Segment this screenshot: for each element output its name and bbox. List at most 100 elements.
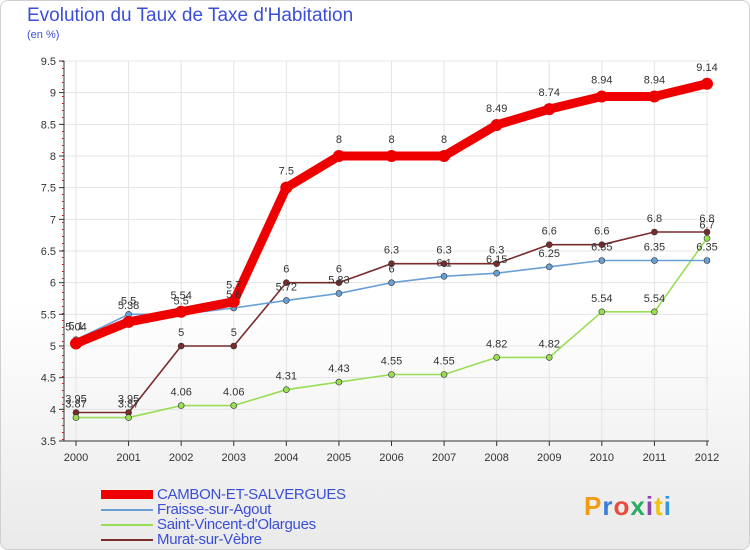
data-point [72,414,80,421]
data-label: 5.72 [276,281,297,293]
data-label: 6.3 [436,245,451,257]
data-label: 5.7 [226,280,241,292]
data-label: 5.5 [121,295,136,307]
data-label: 4.82 [539,338,560,350]
data-point [545,354,553,361]
data-label: 8.74 [539,87,560,99]
data-point [493,354,500,361]
data-label: 6.35 [591,242,612,254]
x-tick-label: 2010 [590,452,614,464]
data-label: 4.06 [170,387,191,399]
data-point [177,402,185,409]
x-tick-label: 2005 [327,452,351,464]
data-label: 6.15 [486,254,507,266]
data-point [283,386,290,394]
data-point [703,228,711,236]
data-point [388,371,395,378]
data-point [283,279,290,286]
data-label: 5.5 [174,295,189,307]
data-label: 8 [336,134,342,146]
data-label: 5.54 [644,293,665,305]
data-label: 6.35 [696,242,717,254]
legend-swatch [101,523,153,526]
data-point [227,295,240,308]
data-label: 4.55 [381,356,402,368]
data-label: 8.49 [486,103,507,115]
data-label: 8.94 [591,74,612,86]
legend-swatch [101,538,153,541]
data-point [438,150,451,162]
legend-item-murat: Murat-sur-Vèbre [101,531,346,548]
data-label: 4.31 [276,371,297,383]
legend-item-fraisse: Fraisse-sur-Agout [101,501,346,518]
data-label: 6.8 [699,213,714,225]
data-point [335,290,343,297]
legend-item-cambon: CAMBON-ET-SALVERGUES [101,486,346,503]
logo-letter: i [645,491,655,521]
data-point [283,297,290,304]
data-label: 6.25 [539,248,560,260]
x-tick-label: 2011 [643,452,667,464]
legend-item-saint-vincent: Saint-Vincent-d'Olargues [101,516,346,533]
data-label: 6.7 [699,219,714,231]
data-point [388,279,395,286]
data-label: 6 [336,264,342,276]
data-point [598,308,606,316]
data-label: 5.54 [591,293,612,305]
y-tick-label: 8.5 [41,119,56,131]
x-tick-label: 2007 [432,452,456,464]
x-tick-label: 2008 [484,452,508,464]
data-label: 5.04 [65,321,86,333]
data-label: 5 [231,327,237,339]
x-tick-label: 2000 [64,452,88,464]
y-tick-label: 6 [50,278,56,290]
y-tick-label: 5 [50,341,56,353]
proxiti-logo: Proxiti [584,491,672,522]
data-point [493,260,500,267]
legend-label: Saint-Vincent-d'Olargues [157,516,316,533]
data-point [335,378,343,386]
data-label: 6.6 [594,226,609,238]
data-label: 5.6 [226,289,241,301]
data-point [651,257,658,264]
x-tick-label: 2002 [169,452,193,464]
logo-letter: t [654,491,664,521]
data-point [335,279,343,286]
data-point [703,235,711,242]
data-label: 5.54 [170,290,191,302]
data-label: 6.1 [436,257,451,269]
logo-letter: P [584,491,603,521]
data-point [651,308,658,316]
y-tick-label: 9 [50,88,56,100]
data-point [332,150,345,162]
data-label: 3.87 [118,399,139,411]
data-label: 9.14 [696,62,717,74]
data-label: 3.95 [118,394,139,406]
data-point [543,103,556,116]
y-tick-label: 7.5 [41,183,56,195]
data-point [651,228,658,236]
data-label: 6.3 [489,245,504,257]
data-label: 6.3 [384,245,399,257]
data-label: 5.38 [118,300,139,312]
data-label: 5.83 [328,274,349,286]
y-tick-label: 4 [50,404,56,416]
data-point [385,150,398,162]
y-tick-label: 6.5 [41,246,56,258]
data-label: 4.55 [433,356,454,368]
data-label: 6.8 [647,213,662,225]
data-label: 3.95 [65,394,86,406]
data-point [595,90,608,103]
data-point [648,90,661,103]
data-point [493,269,500,277]
logo-letter: r [602,491,614,521]
y-tick-label: 9.5 [41,56,56,68]
data-label: 7.5 [279,166,294,178]
data-label: 6 [388,264,394,276]
x-tick-label: 2012 [695,452,719,464]
data-point [598,257,606,264]
x-tick-label: 2006 [379,452,403,464]
data-point [388,260,395,267]
legend: CAMBON-ET-SALVERGUES Fraisse-sur-Agout S… [101,486,346,548]
